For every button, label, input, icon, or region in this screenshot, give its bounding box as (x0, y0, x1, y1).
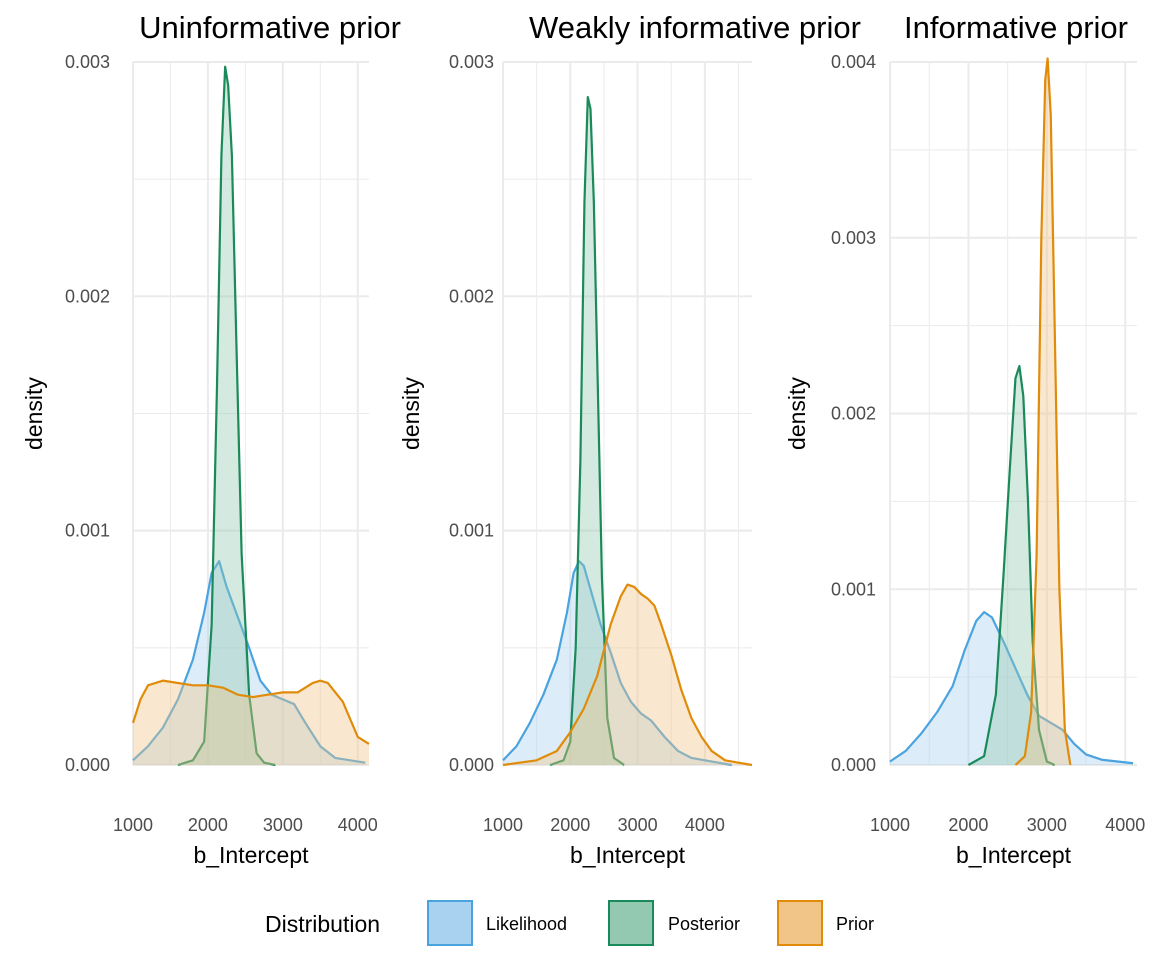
x-tick-label: 3000 (618, 815, 658, 835)
area-posterior (550, 97, 625, 765)
legend-label-prior: Prior (836, 914, 874, 934)
panel-informative-prior: 1000 2000 3000 4000 0.000 0.001 0.002 0.003 0.00… (784, 10, 1145, 868)
line-likelihood (889, 611, 1134, 765)
legend-key-prior (777, 900, 823, 946)
y-tick-label: 0.002 (831, 404, 876, 424)
area-prior (1015, 58, 1071, 766)
line-prior (131, 679, 370, 745)
x-tick-label: 4000 (338, 815, 378, 835)
legend-entry-prior: Prior (777, 900, 874, 946)
x-axis-title: b_Intercept (570, 842, 686, 868)
line-likelihood (502, 560, 732, 767)
area-prior (503, 584, 752, 765)
y-tick-label: 0.001 (831, 579, 876, 599)
legend-key-likelihood (427, 900, 473, 946)
area-posterior (177, 66, 276, 765)
x-tick-label: 1000 (113, 815, 153, 835)
y-tick-label: 0.001 (65, 521, 110, 541)
y-axis-title: density (21, 377, 47, 450)
y-tick-label: 0.000 (65, 755, 110, 775)
area-likelihood (503, 561, 732, 765)
y-tick-label: 0.002 (449, 286, 494, 306)
x-tick-label: 4000 (1105, 815, 1145, 835)
panel-title: Uninformative prior (139, 10, 401, 45)
line-posterior (549, 96, 625, 767)
panels: 1000 2000 3000 4000 0.000 0.001 0.002 0.003 Unin… (21, 10, 1145, 868)
y-tick-label: 0.001 (449, 521, 494, 541)
x-tick-label: 4000 (685, 815, 725, 835)
grid (132, 61, 369, 766)
x-axis-title: b_Intercept (193, 842, 309, 868)
x-tick-label: 2000 (188, 815, 228, 835)
line-prior (502, 583, 753, 767)
line-likelihood (132, 560, 366, 764)
grid (889, 61, 1137, 766)
line-posterior (177, 65, 276, 767)
legend: Distribution Likelihood Posterior Prior (265, 900, 874, 946)
x-axis-title: b_Intercept (956, 842, 1072, 868)
grid (502, 61, 752, 766)
y-tick-label: 0.003 (831, 228, 876, 248)
y-tick-label: 0.002 (65, 286, 110, 306)
y-axis-title: density (784, 377, 810, 450)
x-tick-label: 3000 (263, 815, 303, 835)
y-axis-title: density (398, 377, 424, 450)
x-tick-label: 1000 (483, 815, 523, 835)
line-posterior (967, 364, 1056, 767)
legend-title: Distribution (265, 911, 380, 937)
legend-entry-posterior: Posterior (608, 900, 740, 946)
y-tick-label: 0.003 (65, 52, 110, 72)
legend-key-posterior (608, 900, 654, 946)
legend-entry-likelihood: Likelihood (427, 900, 567, 946)
panel-title: Informative prior (904, 10, 1128, 45)
area-likelihood (133, 561, 366, 765)
panel-weakly-informative-prior: 1000 2000 3000 4000 0.000 0.001 0.002 0.003 Weak… (398, 10, 861, 868)
panel-title: Weakly informative prior (529, 10, 861, 45)
y-tick-label: 0.000 (449, 755, 494, 775)
x-tick-label: 2000 (550, 815, 590, 835)
x-tick-label: 3000 (1027, 815, 1067, 835)
panel-uninformative-prior: 1000 2000 3000 4000 0.000 0.001 0.002 0.003 Unin… (21, 10, 401, 868)
x-tick-label: 1000 (870, 815, 910, 835)
y-tick-label: 0.004 (831, 52, 876, 72)
legend-label-likelihood: Likelihood (486, 914, 567, 934)
legend-label-posterior: Posterior (668, 914, 740, 934)
x-tick-label: 2000 (948, 815, 988, 835)
y-tick-label: 0.003 (449, 52, 494, 72)
line-prior (1014, 57, 1072, 766)
y-tick-label: 0.000 (831, 755, 876, 775)
area-prior (133, 680, 369, 765)
area-likelihood (890, 612, 1134, 765)
